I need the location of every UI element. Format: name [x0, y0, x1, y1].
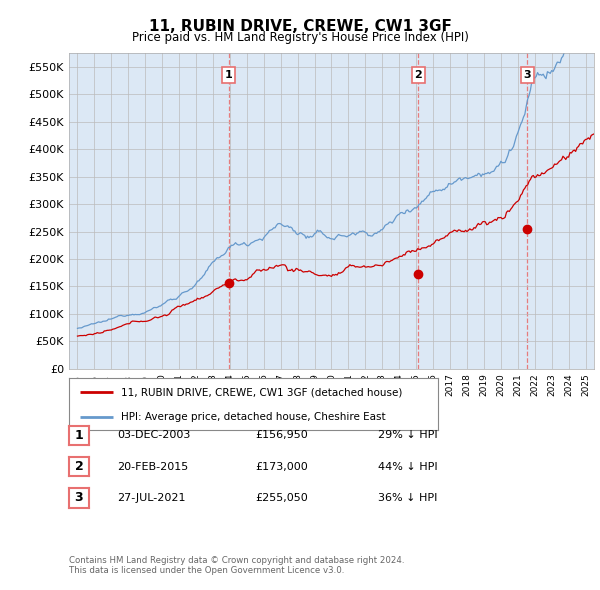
Text: 36% ↓ HPI: 36% ↓ HPI [378, 493, 437, 503]
Text: HPI: Average price, detached house, Cheshire East: HPI: Average price, detached house, Ches… [121, 412, 385, 421]
Text: 11, RUBIN DRIVE, CREWE, CW1 3GF (detached house): 11, RUBIN DRIVE, CREWE, CW1 3GF (detache… [121, 387, 402, 397]
Text: 1: 1 [224, 70, 232, 80]
Text: 2: 2 [74, 460, 83, 473]
Text: Price paid vs. HM Land Registry's House Price Index (HPI): Price paid vs. HM Land Registry's House … [131, 31, 469, 44]
Text: 1: 1 [74, 429, 83, 442]
Text: 2: 2 [415, 70, 422, 80]
Text: 44% ↓ HPI: 44% ↓ HPI [378, 462, 437, 471]
Text: 03-DEC-2003: 03-DEC-2003 [117, 431, 190, 440]
Text: 11, RUBIN DRIVE, CREWE, CW1 3GF: 11, RUBIN DRIVE, CREWE, CW1 3GF [149, 19, 451, 34]
Text: 3: 3 [523, 70, 531, 80]
Text: This data is licensed under the Open Government Licence v3.0.: This data is licensed under the Open Gov… [69, 566, 344, 575]
Text: £173,000: £173,000 [255, 462, 308, 471]
Text: 3: 3 [74, 491, 83, 504]
Text: 27-JUL-2021: 27-JUL-2021 [117, 493, 185, 503]
Text: £255,050: £255,050 [255, 493, 308, 503]
Text: £156,950: £156,950 [255, 431, 308, 440]
Text: Contains HM Land Registry data © Crown copyright and database right 2024.: Contains HM Land Registry data © Crown c… [69, 556, 404, 565]
Text: 20-FEB-2015: 20-FEB-2015 [117, 462, 188, 471]
Text: 29% ↓ HPI: 29% ↓ HPI [378, 431, 437, 440]
